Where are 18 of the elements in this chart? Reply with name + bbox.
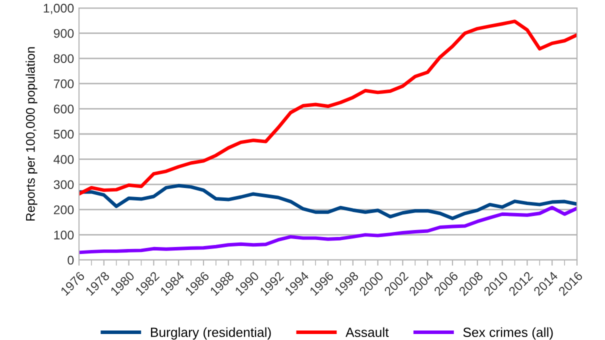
y-tick-label: 200: [54, 205, 74, 214]
y-tick-label: 300: [54, 180, 74, 190]
legend-label: Burglary (residential): [151, 327, 271, 340]
y-tick-label: 700: [54, 79, 74, 88]
y-tick-label: 800: [54, 54, 74, 64]
legend-label: Sex crimes (all): [463, 327, 553, 340]
y-tick-label: 0: [68, 256, 74, 265]
y-tick-label: 500: [54, 130, 74, 139]
y-tick-label: 900: [54, 29, 74, 38]
y-axis-title: Reports per 100,000 population: [26, 47, 38, 221]
line-series: [79, 206, 577, 254]
y-tick-label: 1,000: [44, 4, 74, 14]
line-series: [79, 184, 577, 220]
y-tick-label: 600: [54, 104, 74, 114]
y-tick-label: 400: [54, 155, 74, 164]
line-series: [79, 20, 577, 196]
y-tick-label: 100: [54, 230, 74, 240]
legend-label: Assault: [346, 327, 389, 338]
